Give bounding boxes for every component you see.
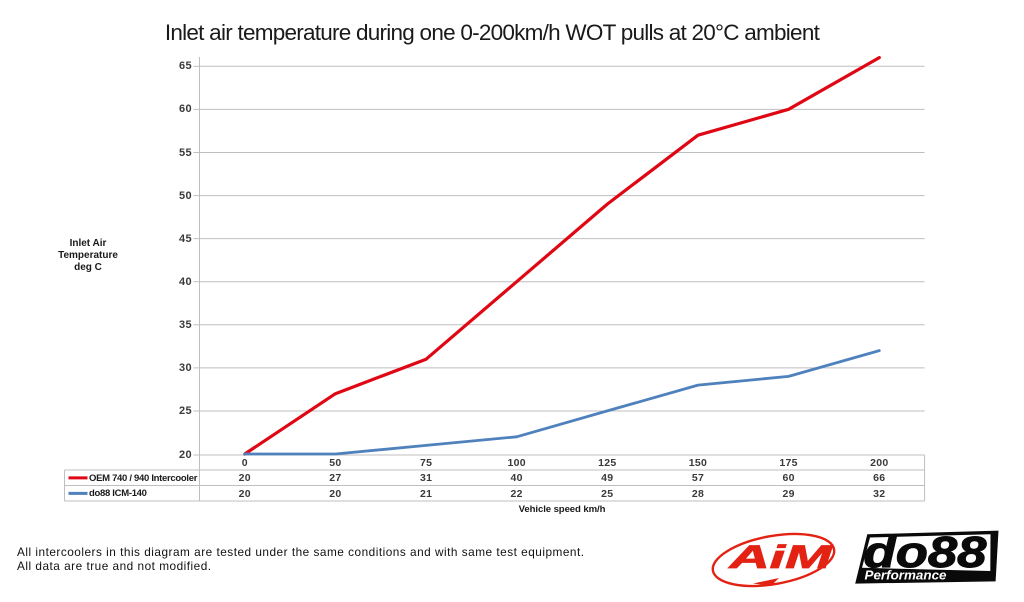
svg-text:do88: do88 bbox=[864, 528, 988, 577]
svg-text:Performance: Performance bbox=[865, 568, 947, 583]
svg-text:AiM: AiM bbox=[728, 539, 834, 575]
